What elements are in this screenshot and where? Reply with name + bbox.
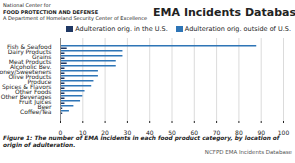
html-text:Figure 1: The number of EMA in: Figure 1: The number of EMA incidents in… bbox=[3, 135, 280, 148]
html-text:Adulteration orig. in the U.S.: Adulteration orig. in the U.S. bbox=[75, 25, 168, 33]
svg-text:Dairy Products: Dairy Products bbox=[7, 48, 52, 56]
svg-text:Grains: Grains bbox=[32, 53, 52, 61]
html-text:National Center for: National Center for bbox=[3, 2, 51, 9]
svg-text:70: 70 bbox=[213, 129, 221, 135]
svg-text:Olive Products: Olive Products bbox=[8, 73, 52, 81]
svg-text:Alcoholic Bev.: Alcoholic Bev. bbox=[9, 63, 52, 71]
html-text:A Department of Homeland Secur: A Department of Homeland Security Center… bbox=[3, 15, 148, 22]
svg-text:40: 40 bbox=[146, 129, 154, 135]
svg-text:Other Foods: Other Foods bbox=[15, 88, 52, 96]
svg-text:Other Beverages: Other Beverages bbox=[0, 93, 52, 101]
svg-text:Produce: Produce bbox=[27, 78, 52, 86]
html-text:NCFPD EMA Incidents Database: NCFPD EMA Incidents Database bbox=[204, 149, 292, 155]
svg-text:Spices & Flavors: Spices & Flavors bbox=[2, 83, 52, 91]
svg-text:Coffee/Tea: Coffee/Tea bbox=[20, 108, 52, 115]
html-text:Adulteration orig. outside of: Adulteration orig. outside of U.S. bbox=[184, 25, 291, 33]
svg-text:Fruit Juices: Fruit Juices bbox=[18, 98, 52, 106]
svg-text:50: 50 bbox=[168, 129, 176, 135]
svg-text:90: 90 bbox=[257, 129, 265, 135]
html-text:FOOD PROTECTION AND DEFENSE: FOOD PROTECTION AND DEFENSE bbox=[3, 8, 99, 15]
svg-text:Fish & Seafood: Fish & Seafood bbox=[7, 43, 52, 51]
svg-text:10: 10 bbox=[79, 129, 87, 135]
svg-text:Beer: Beer bbox=[37, 103, 52, 111]
svg-text:100: 100 bbox=[278, 129, 290, 135]
svg-text:20: 20 bbox=[101, 129, 109, 135]
svg-text:0: 0 bbox=[59, 129, 63, 135]
svg-text:80: 80 bbox=[235, 129, 243, 135]
svg-text:Meat Products: Meat Products bbox=[8, 58, 52, 66]
svg-text:30: 30 bbox=[124, 129, 132, 135]
svg-text:60: 60 bbox=[190, 129, 198, 135]
